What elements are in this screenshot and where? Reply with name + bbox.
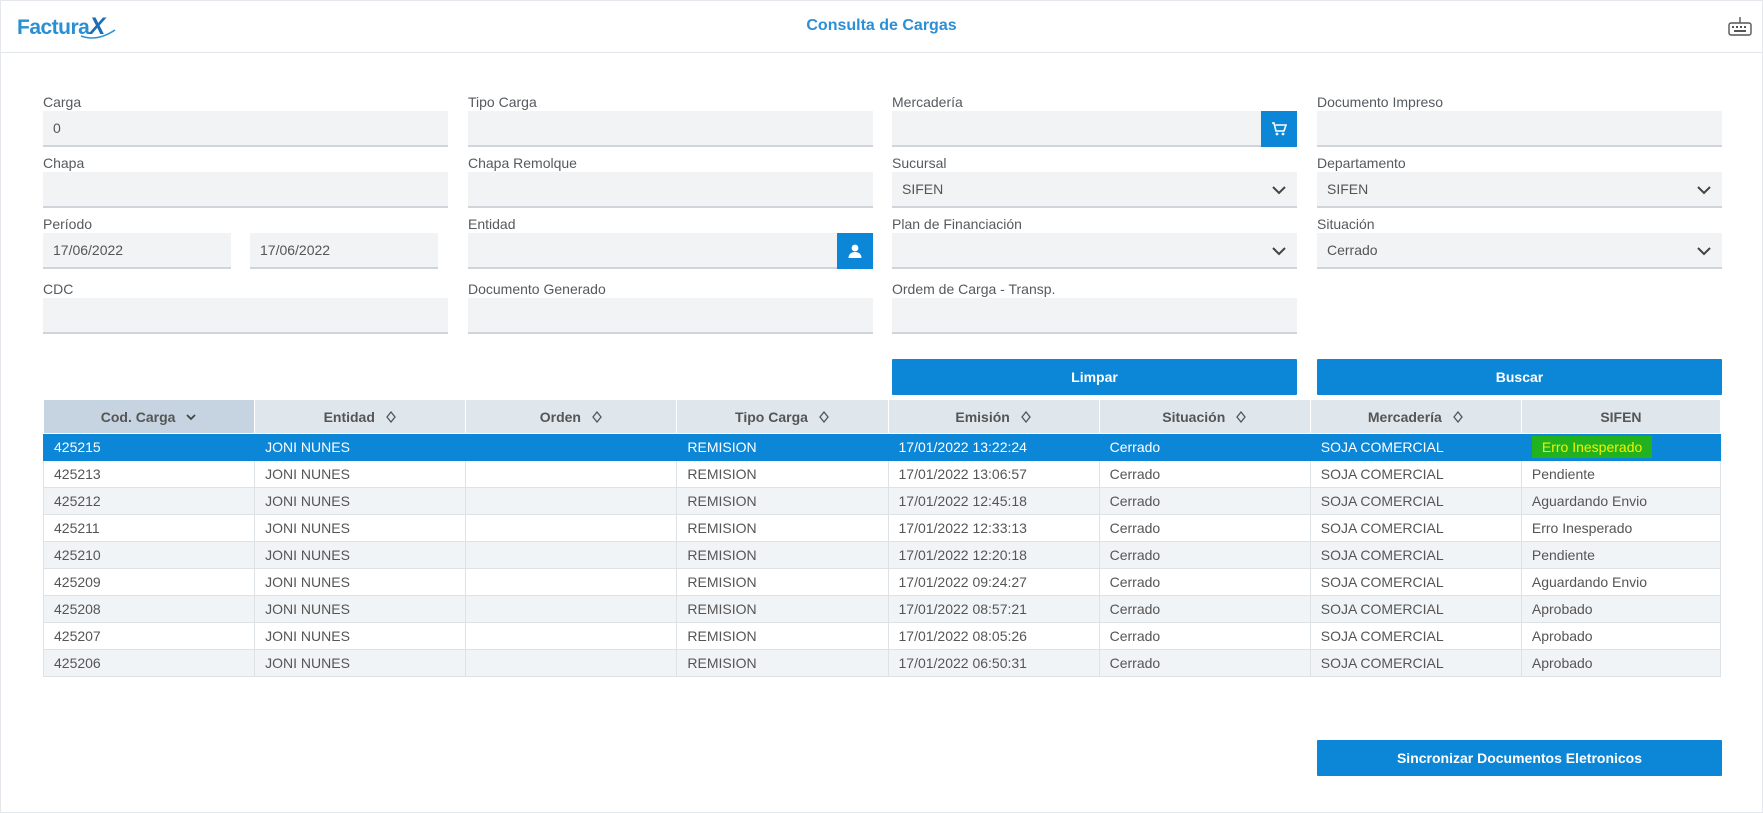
tipo-carga-field: Tipo Carga: [468, 93, 873, 149]
chevron-down-icon[interactable]: [1694, 180, 1714, 200]
col-cod-carga[interactable]: Cod. Carga: [42, 399, 256, 434]
tipo-carga-input[interactable]: [468, 111, 873, 147]
table-row[interactable]: 425211 JONI NUNES REMISION 17/01/2022 12…: [42, 514, 1722, 542]
entidad-field: Entidad: [468, 215, 873, 271]
page-title: Consulta de Cargas: [806, 17, 957, 34]
orden-carga-input[interactable]: [892, 298, 1297, 334]
sort-icon: [592, 410, 602, 423]
documento-impreso-label: Documento Impreso: [1317, 94, 1444, 110]
col-entidad[interactable]: Entidad: [254, 399, 467, 434]
table-row[interactable]: 425208 JONI NUNES REMISION 17/01/2022 08…: [42, 595, 1722, 623]
table-row[interactable]: 425207 JONI NUNES REMISION 17/01/2022 08…: [42, 622, 1722, 650]
sifen-status-badge: Erro Inesperado: [1531, 436, 1653, 458]
carga-input[interactable]: 0: [43, 111, 448, 147]
table-row[interactable]: 425209 JONI NUNES REMISION 17/01/2022 09…: [42, 568, 1722, 596]
documento-generado-label: Documento Generado: [468, 281, 606, 297]
tipo-carga-label: Tipo Carga: [468, 94, 537, 110]
chevron-down-icon[interactable]: [1694, 241, 1714, 261]
cdc-input[interactable]: [43, 298, 448, 334]
orden-carga-label: Ordem de Carga - Transp.: [892, 281, 1056, 297]
entidad-search-button[interactable]: [837, 233, 873, 269]
documento-impreso-field: Documento Impreso: [1317, 93, 1722, 149]
chapa-remolque-field: Chapa Remolque: [468, 154, 873, 210]
departamento-field: Departamento SIFEN: [1317, 154, 1722, 210]
limpar-button[interactable]: Limpar: [892, 359, 1297, 395]
situacion-label: Situación: [1317, 216, 1375, 232]
col-sifen: SIFEN: [1520, 399, 1722, 434]
col-orden[interactable]: Orden: [465, 399, 678, 434]
documento-generado-field: Documento Generado: [468, 280, 873, 336]
col-situacion[interactable]: Situación: [1098, 399, 1311, 434]
departamento-value: SIFEN: [1327, 181, 1369, 197]
chapa-remolque-input[interactable]: [468, 172, 873, 208]
buscar-button[interactable]: Buscar: [1317, 359, 1722, 395]
periodo-to-input[interactable]: 17/06/2022: [250, 233, 438, 269]
table-row[interactable]: 425212 JONI NUNES REMISION 17/01/2022 12…: [42, 487, 1722, 515]
sucursal-field: Sucursal SIFEN: [892, 154, 1297, 210]
periodo-label: Período: [43, 216, 93, 232]
cdc-field: CDC: [43, 280, 448, 336]
departamento-select[interactable]: SIFEN: [1317, 172, 1722, 208]
chapa-label: Chapa: [43, 155, 85, 171]
mercaderia-input[interactable]: [892, 111, 1261, 147]
cdc-label: CDC: [43, 281, 74, 297]
periodo-from-input[interactable]: 17/06/2022: [43, 233, 231, 269]
mercaderia-label: Mercadería: [892, 94, 963, 110]
plan-financiacion-label: Plan de Financiación: [892, 216, 1022, 232]
departamento-label: Departamento: [1317, 155, 1406, 171]
sucursal-value: SIFEN: [902, 181, 944, 197]
table-header-row: Cod. Carga Entidad Orden Tipo Carga Emis…: [42, 399, 1722, 434]
sort-icon: [1236, 410, 1246, 423]
cart-icon: [1272, 122, 1287, 136]
col-emision[interactable]: Emisión: [887, 399, 1100, 434]
chapa-remolque-label: Chapa Remolque: [468, 155, 577, 171]
entidad-label: Entidad: [468, 216, 516, 232]
periodo-from-field: Período 17/06/2022: [43, 215, 231, 271]
carga-label: Carga: [43, 94, 82, 110]
carga-field: Carga 0: [43, 93, 448, 149]
keyboard-icon[interactable]: [1728, 15, 1752, 37]
situacion-field: Situación Cerrado: [1317, 215, 1722, 271]
plan-financiacion-select[interactable]: [892, 233, 1297, 269]
col-mercaderia[interactable]: Mercadería: [1309, 399, 1522, 434]
entidad-input[interactable]: [468, 233, 837, 269]
chapa-field: Chapa: [43, 154, 448, 210]
sucursal-label: Sucursal: [892, 155, 947, 171]
sincronizar-button[interactable]: Sincronizar Documentos Eletronicos: [1317, 740, 1722, 776]
top-bar: FacturaX Consulta de Cargas: [1, 1, 1762, 53]
chevron-down-icon[interactable]: [1269, 241, 1289, 261]
sort-icon: [385, 410, 396, 423]
col-tipo-carga[interactable]: Tipo Carga: [676, 399, 889, 434]
documento-generado-input[interactable]: [468, 298, 873, 334]
table-row[interactable]: 425210 JONI NUNES REMISION 17/01/2022 12…: [42, 541, 1722, 569]
orden-carga-field: Ordem de Carga - Transp.: [892, 280, 1297, 336]
cargas-table: Cod. Carga Entidad Orden Tipo Carga Emis…: [42, 399, 1722, 677]
logo: FacturaX: [17, 13, 105, 40]
periodo-to-field: 17/06/2022: [250, 215, 438, 271]
sort-icon: [1020, 410, 1031, 423]
table-row[interactable]: 425206 JONI NUNES REMISION 17/01/2022 06…: [42, 649, 1722, 677]
sort-icon: [818, 410, 829, 423]
plan-financiacion-field: Plan de Financiación: [892, 215, 1297, 271]
sucursal-select[interactable]: SIFEN: [892, 172, 1297, 208]
sort-desc-icon: [186, 413, 196, 420]
situacion-select[interactable]: Cerrado: [1317, 233, 1722, 269]
logo-swoosh-icon: [80, 29, 116, 39]
mercaderia-search-button[interactable]: [1261, 111, 1297, 147]
situacion-value: Cerrado: [1327, 242, 1378, 258]
mercaderia-field: Mercadería: [892, 93, 1297, 149]
chevron-down-icon[interactable]: [1269, 180, 1289, 200]
documento-impreso-input[interactable]: [1317, 111, 1722, 147]
sort-icon: [1452, 410, 1463, 423]
user-icon: [848, 244, 862, 258]
table-row[interactable]: 425213 JONI NUNES REMISION 17/01/2022 13…: [42, 460, 1722, 488]
chapa-input[interactable]: [43, 172, 448, 208]
table-row[interactable]: 425215 JONI NUNES REMISION 17/01/2022 13…: [42, 433, 1722, 461]
